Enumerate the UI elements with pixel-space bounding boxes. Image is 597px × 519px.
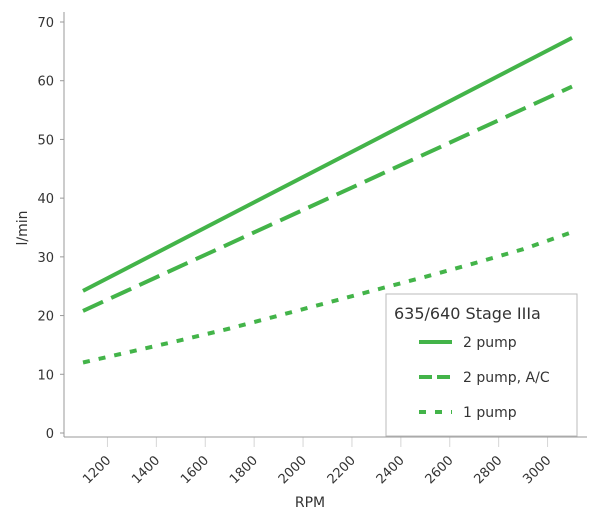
legend-box xyxy=(385,293,578,437)
y-tick-label: 10 xyxy=(37,368,54,383)
axes xyxy=(63,12,587,438)
x-axis-title: RPM xyxy=(295,495,325,511)
legend-items: 2 pump 2 pump, A/C 1 pump xyxy=(419,335,550,421)
y-tick-label: 0 xyxy=(46,427,54,442)
legend-label-2: 2 pump, A/C xyxy=(463,370,550,386)
x-tick-label: 1600 xyxy=(178,453,212,487)
y-tick-label: 60 xyxy=(37,75,54,90)
series-line-2 xyxy=(82,84,573,313)
x-tick-label: 2000 xyxy=(276,453,310,487)
y-tick-label: 30 xyxy=(37,251,54,266)
x-tick-label: 1400 xyxy=(129,453,163,487)
y-axis-title: l/min xyxy=(15,210,31,245)
series xyxy=(82,36,573,365)
y-tick-label: 50 xyxy=(37,133,54,148)
x-tick-label: 1200 xyxy=(80,453,114,487)
y-tick-label: 20 xyxy=(37,310,54,325)
y-tick-label: 40 xyxy=(37,192,54,207)
y-tick-label: 70 xyxy=(37,16,54,31)
x-tick-label: 2800 xyxy=(471,453,505,487)
x-tick-label: 2600 xyxy=(423,453,457,487)
series-line-3 xyxy=(82,230,573,365)
x-tick-label: 2200 xyxy=(325,453,359,487)
x-tick-label: 2400 xyxy=(374,453,408,487)
legend: 635/640 Stage IIIa 2 pump 2 pump, A/C 1 pu… xyxy=(385,293,578,437)
legend-title: 635/640 Stage IIIa xyxy=(394,304,541,323)
grid xyxy=(106,437,549,447)
x-axis-ticks: 1200 1400 1600 1800 2000 2200 2400 2600 2800 3000 xyxy=(80,453,554,487)
y-axis-ticks: 0 10 20 30 40 50 60 70 xyxy=(37,16,64,442)
series-line-1 xyxy=(82,36,573,293)
legend-label-1: 2 pump xyxy=(463,335,517,351)
x-tick-label: 1800 xyxy=(227,453,261,487)
x-tick-label: 3000 xyxy=(520,453,554,487)
legend-label-3: 1 pump xyxy=(463,405,517,421)
